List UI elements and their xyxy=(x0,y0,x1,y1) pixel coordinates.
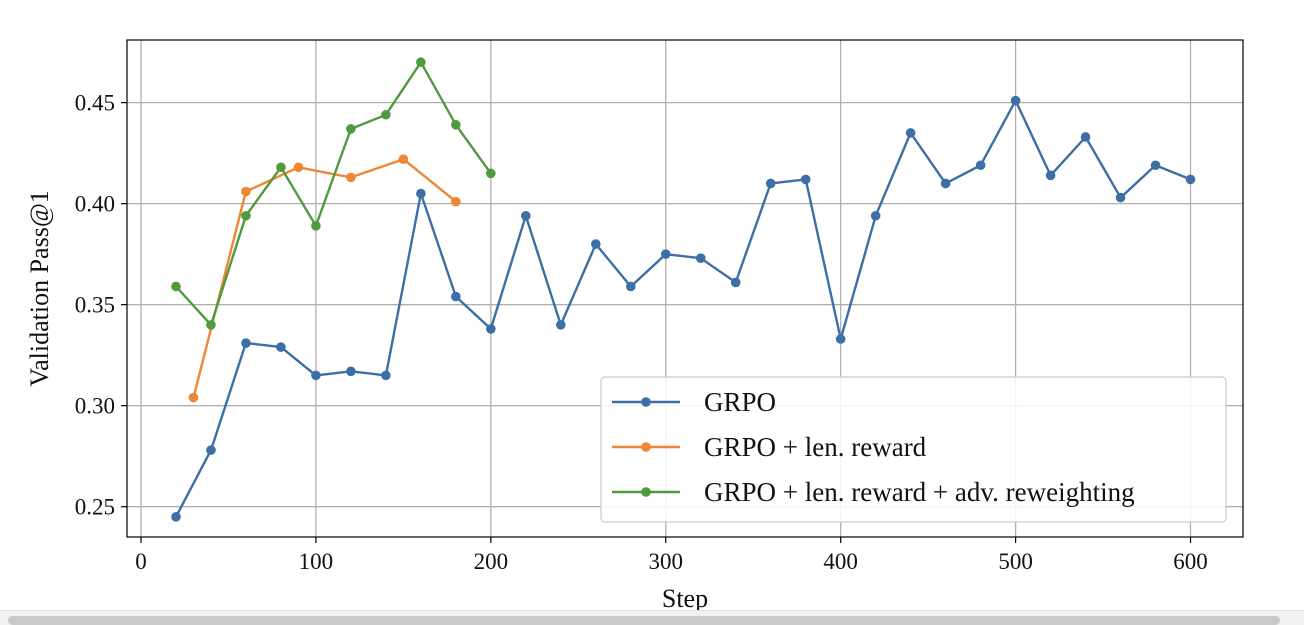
line-chart: 0 100 200 300 400 500 600 0.25 0.30 0.35 0.40 0.45… xyxy=(25,39,1244,613)
legend-label: GRPO + len. reward + adv. reweighting xyxy=(704,477,1135,507)
data-point xyxy=(241,338,251,348)
data-point xyxy=(590,239,601,249)
data-point xyxy=(835,334,846,344)
legend-item: GRPO + len. reward + adv. reweighting xyxy=(612,477,1135,507)
y-tick-label: 0.45 xyxy=(75,91,115,116)
data-point xyxy=(695,253,706,263)
data-point xyxy=(1045,170,1056,181)
y-axis-ticks: 0.25 0.30 0.35 0.40 0.45 xyxy=(75,91,127,520)
legend-label: GRPO xyxy=(704,387,776,417)
plot-frame xyxy=(126,39,1244,538)
x-tick-label: 100 xyxy=(299,549,334,574)
data-point xyxy=(206,445,216,455)
y-axis-label: Validation Pass@1 xyxy=(25,190,54,387)
series-line xyxy=(192,157,457,398)
legend-box xyxy=(600,376,1227,523)
data-point xyxy=(1150,160,1161,171)
data-point xyxy=(346,124,356,134)
data-point xyxy=(486,324,496,334)
x-tick-label: 0 xyxy=(135,549,147,574)
x-axis-label: Step xyxy=(662,584,708,610)
series-2 xyxy=(188,154,461,403)
x-axis-ticks: 0 100 200 300 400 500 600 xyxy=(135,537,1208,574)
series-3 xyxy=(171,57,496,330)
legend: GRPO GRPO + len. reward GRPO + len. reward… xyxy=(600,376,1227,523)
data-point xyxy=(1185,174,1196,185)
series-line xyxy=(175,61,492,327)
series-line xyxy=(174,99,1191,518)
horizontal-scrollbar[interactable] xyxy=(0,610,1304,625)
data-point xyxy=(521,210,531,221)
data-point xyxy=(416,57,426,68)
data-point xyxy=(381,109,391,120)
data-point xyxy=(171,281,181,292)
legend-marker xyxy=(641,442,651,452)
series-1 xyxy=(171,95,1196,522)
data-point xyxy=(1115,192,1126,203)
data-point xyxy=(940,178,951,189)
x-tick-label: 200 xyxy=(474,549,509,574)
data-point xyxy=(905,128,916,138)
data-point xyxy=(381,370,391,381)
data-point xyxy=(311,221,321,231)
series-layer xyxy=(171,57,1196,522)
y-tick-label: 0.40 xyxy=(75,192,115,217)
y-tick-label: 0.25 xyxy=(75,495,115,520)
legend-item: GRPO xyxy=(612,387,776,417)
x-tick-label: 300 xyxy=(649,549,684,574)
data-point xyxy=(451,120,461,130)
data-point xyxy=(625,281,636,292)
legend-item: GRPO + len. reward xyxy=(612,432,927,462)
data-point xyxy=(171,511,181,522)
legend-label: GRPO + len. reward xyxy=(704,432,927,462)
data-point xyxy=(398,154,409,164)
data-point xyxy=(416,188,426,199)
x-tick-label: 400 xyxy=(823,549,858,574)
x-tick-label: 500 xyxy=(998,549,1033,574)
data-point xyxy=(293,162,304,173)
data-point xyxy=(730,277,741,288)
data-point xyxy=(1080,132,1091,142)
data-point xyxy=(765,178,776,189)
data-point xyxy=(451,196,461,207)
legend-marker xyxy=(641,397,651,407)
data-point xyxy=(276,162,286,173)
data-point xyxy=(975,160,986,171)
data-point xyxy=(870,210,881,221)
legend-marker xyxy=(641,487,651,497)
data-point xyxy=(241,210,251,221)
data-point xyxy=(206,320,216,330)
y-tick-label: 0.30 xyxy=(75,394,115,419)
y-tick-label: 0.35 xyxy=(75,293,115,318)
data-point xyxy=(451,291,461,302)
data-point xyxy=(241,186,251,197)
data-point xyxy=(346,366,356,377)
data-point xyxy=(1010,95,1021,106)
data-point xyxy=(660,249,671,259)
data-point xyxy=(486,168,496,179)
x-tick-label: 600 xyxy=(1173,549,1208,574)
data-point xyxy=(276,342,286,352)
data-point xyxy=(346,172,356,183)
scrollbar-thumb[interactable] xyxy=(8,616,1280,625)
data-point xyxy=(311,370,321,381)
data-point xyxy=(556,320,566,330)
data-point xyxy=(800,174,811,185)
data-point xyxy=(188,392,199,403)
